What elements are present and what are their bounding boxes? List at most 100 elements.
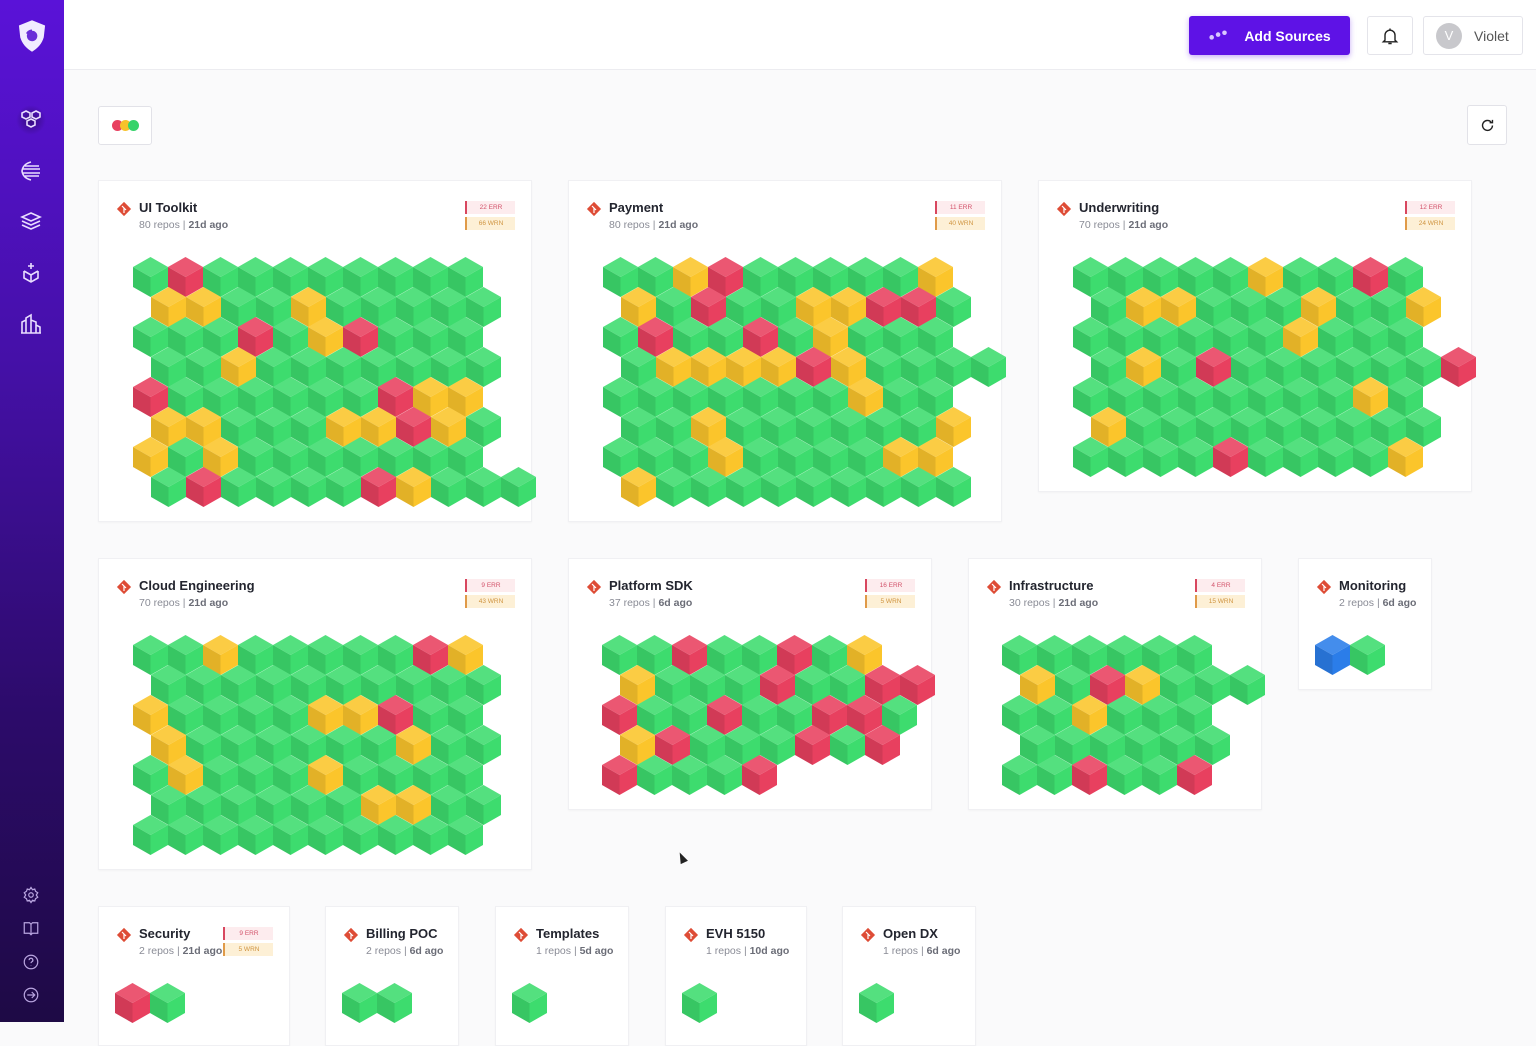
- repo-cube-healthy[interactable]: [829, 725, 865, 765]
- repo-cube-error[interactable]: [1072, 755, 1107, 795]
- repo-cube-healthy[interactable]: [448, 755, 483, 795]
- repo-cube-warning[interactable]: [1300, 287, 1336, 327]
- repo-cube-error[interactable]: [1213, 437, 1248, 477]
- repo-cube-healthy[interactable]: [150, 467, 186, 507]
- repo-cube-healthy[interactable]: [308, 815, 343, 855]
- repo-cube-healthy[interactable]: [273, 815, 308, 855]
- repo-cube-warning[interactable]: [830, 347, 866, 387]
- repo-cube-warning[interactable]: [1388, 437, 1423, 477]
- group-card[interactable]: Cloud Engineering 70 repos | 21d ago 9 E…: [98, 558, 532, 870]
- repo-cube-error[interactable]: [185, 467, 221, 507]
- repo-cube-healthy[interactable]: [1037, 755, 1072, 795]
- logo-shield-icon[interactable]: [16, 18, 48, 54]
- repo-cube-healthy[interactable]: [682, 983, 717, 1023]
- repo-cube-healthy[interactable]: [1300, 347, 1336, 387]
- repo-cube-healthy[interactable]: [133, 815, 168, 855]
- repo-cube-healthy[interactable]: [1142, 755, 1177, 795]
- repo-cube-error[interactable]: [115, 983, 150, 1023]
- repo-cube-healthy[interactable]: [430, 785, 466, 825]
- sidebar-item-cubes[interactable]: [16, 105, 46, 135]
- repo-cube-healthy[interactable]: [133, 257, 168, 297]
- repo-cube-healthy[interactable]: [655, 467, 691, 507]
- repo-cube-healthy[interactable]: [150, 983, 185, 1023]
- sidebar-item-docs[interactable]: [16, 913, 46, 943]
- repo-cube-healthy[interactable]: [1318, 317, 1353, 357]
- repo-cube-healthy[interactable]: [168, 317, 203, 357]
- repo-cube-warning[interactable]: [1125, 347, 1161, 387]
- notifications-button[interactable]: [1367, 16, 1413, 55]
- repo-cube-healthy[interactable]: [168, 815, 203, 855]
- repo-cube-healthy[interactable]: [1353, 437, 1388, 477]
- repo-cube-warning[interactable]: [847, 635, 882, 675]
- repo-cube-healthy[interactable]: [413, 815, 448, 855]
- repo-cube-healthy[interactable]: [1143, 377, 1178, 417]
- repo-cube-healthy[interactable]: [1107, 755, 1142, 795]
- repo-cube-healthy[interactable]: [778, 317, 813, 357]
- repo-cube-healthy[interactable]: [290, 467, 326, 507]
- group-card[interactable]: Payment 80 repos | 21d ago 11 ERR 40 WRN: [568, 180, 1006, 522]
- repo-cube-warning[interactable]: [1160, 287, 1196, 327]
- repo-cube-healthy[interactable]: [742, 635, 777, 675]
- repo-cube-healthy[interactable]: [1178, 377, 1213, 417]
- repo-cube-error[interactable]: [742, 755, 777, 795]
- repo-cube-warning[interactable]: [620, 467, 656, 507]
- user-menu-button[interactable]: V Violet: [1423, 16, 1523, 55]
- repo-cube-error[interactable]: [360, 467, 396, 507]
- repo-cube-healthy[interactable]: [238, 257, 273, 297]
- group-card[interactable]: Infrastructure 30 repos | 21d ago 4 ERR …: [968, 558, 1265, 810]
- group-card[interactable]: EVH 5150 1 repos | 10d ago: [665, 906, 807, 1046]
- repo-cube-healthy[interactable]: [465, 467, 501, 507]
- repo-cube-healthy[interactable]: [1230, 347, 1266, 387]
- sidebar-item-buildings[interactable]: [16, 309, 46, 339]
- repo-cube-error[interactable]: [395, 407, 431, 447]
- repo-cube-healthy[interactable]: [1178, 257, 1213, 297]
- repo-cube-healthy[interactable]: [672, 755, 707, 795]
- group-card[interactable]: UI Toolkit 80 repos | 21d ago 22 ERR 66 …: [98, 180, 536, 522]
- repo-cube-error[interactable]: [378, 377, 413, 417]
- repo-cube-healthy[interactable]: [1073, 377, 1108, 417]
- group-card[interactable]: Open DX 1 repos | 6d ago: [842, 906, 976, 1046]
- repo-cube-healthy[interactable]: [255, 467, 291, 507]
- repo-cube-healthy[interactable]: [1108, 437, 1143, 477]
- repo-cube-healthy[interactable]: [133, 317, 168, 357]
- repo-cube-healthy[interactable]: [830, 467, 866, 507]
- repo-cube-healthy[interactable]: [377, 983, 412, 1023]
- refresh-button[interactable]: [1467, 105, 1507, 145]
- repo-cube-healthy[interactable]: [882, 695, 917, 735]
- sidebar-item-streams[interactable]: [16, 156, 46, 186]
- repo-cube-healthy[interactable]: [760, 467, 796, 507]
- repo-cube-healthy[interactable]: [1002, 635, 1037, 675]
- repo-cube-warning[interactable]: [203, 437, 238, 477]
- status-filter-button[interactable]: [98, 106, 152, 145]
- repo-cube-healthy[interactable]: [1229, 665, 1265, 705]
- repo-cube-error[interactable]: [864, 725, 900, 765]
- repo-cube-healthy[interactable]: [760, 407, 796, 447]
- repo-cube-error[interactable]: [602, 695, 637, 735]
- repo-cube-healthy[interactable]: [325, 785, 361, 825]
- repo-cube-warning[interactable]: [395, 467, 431, 507]
- repo-cube-healthy[interactable]: [378, 815, 413, 855]
- repo-cube-warning[interactable]: [430, 407, 466, 447]
- repo-cube-healthy[interactable]: [448, 257, 483, 297]
- repo-cube-healthy[interactable]: [238, 815, 273, 855]
- repo-cube-warning[interactable]: [168, 755, 203, 795]
- repo-cube-healthy[interactable]: [255, 785, 291, 825]
- repo-cube-healthy[interactable]: [637, 695, 672, 735]
- repo-cube-healthy[interactable]: [290, 785, 326, 825]
- repo-cube-warning[interactable]: [619, 665, 655, 705]
- repo-cube-healthy[interactable]: [378, 317, 413, 357]
- group-card[interactable]: Billing POC 2 repos | 6d ago: [325, 906, 459, 1046]
- repo-cube-error[interactable]: [1177, 755, 1212, 795]
- sidebar-item-box-add[interactable]: [16, 258, 46, 288]
- repo-cube-healthy[interactable]: [1405, 347, 1441, 387]
- group-card[interactable]: Security 2 repos | 21d ago 9 ERR 5 WRN: [98, 906, 290, 1046]
- repo-cube-healthy[interactable]: [1143, 437, 1178, 477]
- repo-cube-warning[interactable]: [1090, 407, 1126, 447]
- repo-cube-healthy[interactable]: [1283, 377, 1318, 417]
- repo-cube-healthy[interactable]: [725, 287, 761, 327]
- repo-cube-healthy[interactable]: [935, 467, 971, 507]
- repo-cube-healthy[interactable]: [342, 983, 377, 1023]
- repo-cube-error[interactable]: [168, 257, 203, 297]
- repo-cube-healthy[interactable]: [1194, 725, 1230, 765]
- repo-cube-error[interactable]: [794, 725, 830, 765]
